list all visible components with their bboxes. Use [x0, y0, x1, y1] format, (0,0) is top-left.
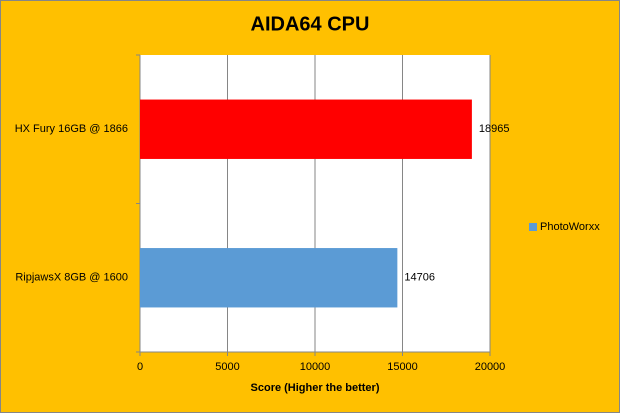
y-tick-label: HX Fury 16GB @ 1866 [15, 123, 128, 135]
y-tick-label: RipjawsX 8GB @ 1600 [15, 272, 128, 284]
value-label: 18965 [479, 123, 510, 135]
legend-swatch [529, 223, 537, 231]
x-tick-label: 20000 [475, 361, 506, 373]
x-tick-label: 15000 [387, 361, 418, 373]
bar [140, 248, 398, 308]
x-tick-label: 10000 [300, 361, 331, 373]
x-tick-label: 0 [137, 361, 143, 373]
legend-label: PhotoWorxx [540, 221, 600, 233]
bar [140, 99, 472, 159]
x-axis-label: Score (Higher the better) [251, 382, 380, 394]
value-label: 14706 [404, 272, 435, 284]
chart-title: AIDA64 CPU [251, 13, 370, 35]
x-tick-label: 5000 [215, 361, 239, 373]
